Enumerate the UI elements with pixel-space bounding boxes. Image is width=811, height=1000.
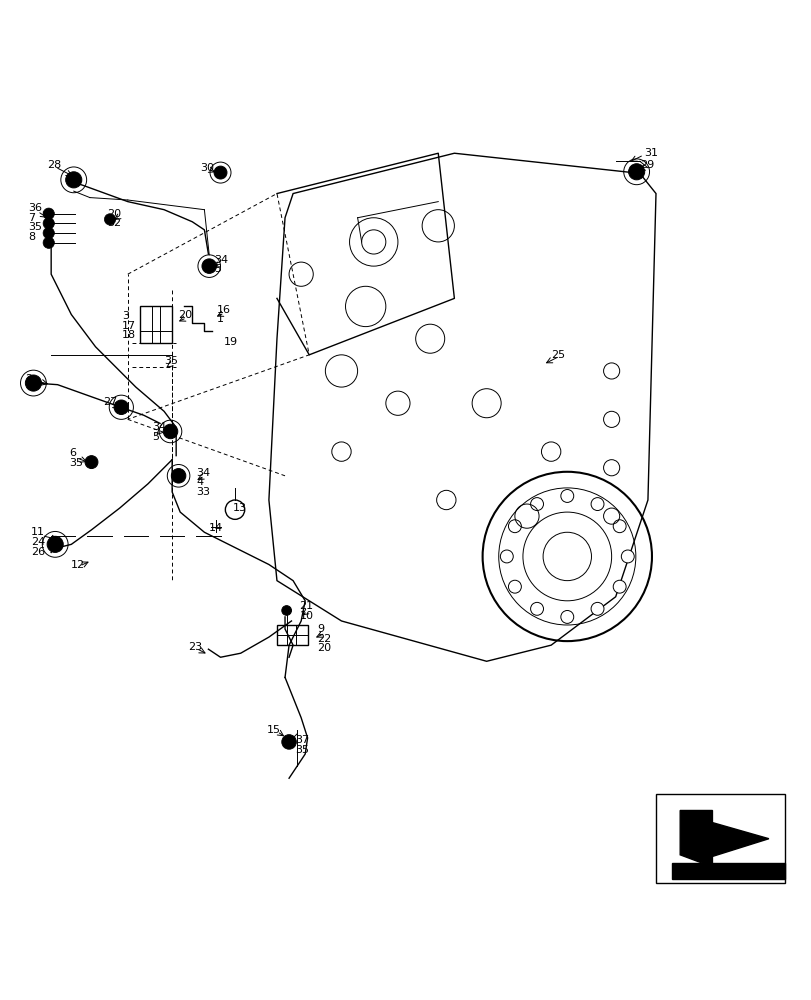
- Circle shape: [43, 237, 54, 248]
- Text: 13: 13: [232, 503, 247, 513]
- Circle shape: [530, 602, 543, 615]
- Circle shape: [508, 580, 521, 593]
- Circle shape: [500, 550, 513, 563]
- Circle shape: [281, 606, 291, 615]
- Text: 12: 12: [71, 560, 85, 570]
- Polygon shape: [680, 810, 768, 867]
- Text: 16: 16: [217, 305, 230, 315]
- Text: 33: 33: [196, 487, 210, 497]
- Text: 10: 10: [299, 611, 313, 621]
- Text: 35: 35: [164, 356, 178, 366]
- Circle shape: [105, 214, 115, 225]
- Text: 35: 35: [28, 222, 42, 232]
- Circle shape: [43, 218, 54, 229]
- Text: 29: 29: [639, 160, 654, 170]
- Text: 34: 34: [214, 255, 228, 265]
- Circle shape: [43, 208, 54, 219]
- Text: 30: 30: [200, 163, 214, 173]
- Circle shape: [202, 259, 217, 273]
- Text: 20: 20: [178, 310, 192, 320]
- Circle shape: [114, 400, 128, 415]
- Circle shape: [590, 602, 603, 615]
- Text: 22: 22: [317, 634, 331, 644]
- Text: 34: 34: [152, 422, 166, 432]
- Text: 35: 35: [295, 745, 309, 755]
- Circle shape: [620, 550, 633, 563]
- Circle shape: [163, 424, 178, 439]
- Text: 20: 20: [317, 643, 331, 653]
- Polygon shape: [672, 863, 784, 879]
- Text: 35: 35: [69, 458, 83, 468]
- Text: 3: 3: [122, 311, 129, 321]
- Circle shape: [281, 735, 296, 749]
- Text: 11: 11: [31, 527, 45, 537]
- Circle shape: [508, 520, 521, 533]
- Text: 17: 17: [122, 321, 136, 331]
- Text: 21: 21: [299, 601, 313, 611]
- Circle shape: [590, 498, 603, 511]
- Text: 6: 6: [69, 448, 75, 458]
- Text: 15: 15: [267, 725, 281, 735]
- Text: 23: 23: [188, 642, 202, 652]
- Text: 9: 9: [317, 624, 324, 634]
- Text: 31: 31: [643, 148, 657, 158]
- Circle shape: [171, 469, 186, 483]
- Text: 28: 28: [47, 160, 62, 170]
- Text: 24: 24: [31, 537, 45, 547]
- Text: 8: 8: [28, 232, 36, 242]
- Circle shape: [612, 580, 625, 593]
- Circle shape: [66, 172, 82, 188]
- Text: 7: 7: [28, 213, 36, 223]
- Circle shape: [214, 166, 227, 179]
- Text: 14: 14: [208, 523, 222, 533]
- Circle shape: [43, 227, 54, 239]
- Circle shape: [85, 456, 98, 469]
- Text: 4: 4: [196, 477, 204, 487]
- Circle shape: [25, 375, 41, 391]
- Circle shape: [560, 490, 573, 502]
- Text: 5: 5: [152, 432, 159, 442]
- Circle shape: [612, 520, 625, 533]
- Text: 37: 37: [295, 735, 309, 745]
- Circle shape: [47, 536, 63, 552]
- Text: 18: 18: [122, 330, 136, 340]
- Text: 25: 25: [551, 350, 564, 360]
- Text: 36: 36: [28, 203, 42, 213]
- Text: 19: 19: [224, 337, 238, 347]
- Text: 26: 26: [31, 547, 45, 557]
- Text: 1: 1: [217, 314, 223, 324]
- Text: 34: 34: [196, 468, 210, 478]
- Circle shape: [560, 610, 573, 623]
- Text: 20: 20: [108, 209, 122, 219]
- Text: 27: 27: [104, 397, 118, 407]
- Text: 5: 5: [214, 264, 221, 274]
- Text: 32: 32: [108, 218, 122, 228]
- Circle shape: [628, 164, 644, 180]
- Text: 2: 2: [25, 374, 32, 384]
- FancyBboxPatch shape: [655, 794, 784, 883]
- Circle shape: [530, 498, 543, 511]
